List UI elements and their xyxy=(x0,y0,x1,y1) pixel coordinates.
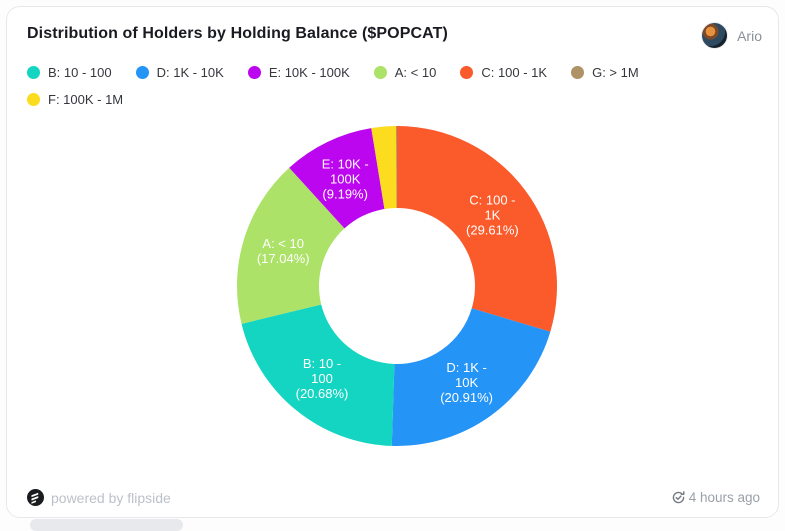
legend-item[interactable]: C: 100 - 1K xyxy=(460,65,547,80)
legend-label: A: < 10 xyxy=(394,65,437,80)
refresh-icon[interactable] xyxy=(671,490,686,505)
donut-slice[interactable] xyxy=(391,308,551,446)
donut-slice[interactable] xyxy=(371,126,397,210)
legend-item[interactable]: E: 10K - 100K xyxy=(247,65,350,80)
legend-swatch-icon xyxy=(460,66,474,79)
legend-item[interactable]: F: 100K - 1M xyxy=(27,92,123,107)
legend-swatch-icon xyxy=(135,66,149,79)
user-name[interactable]: Ario xyxy=(737,27,762,44)
legend-swatch-icon xyxy=(247,66,261,79)
legend-label: D: 1K - 10K xyxy=(156,65,224,80)
card-header: Distribution of Holders by Holding Balan… xyxy=(7,7,778,49)
legend-label: C: 100 - 1K xyxy=(481,65,548,80)
powered-by-label: powered by flipside xyxy=(51,489,171,506)
legend-swatch-icon xyxy=(373,66,387,79)
flipside-logo-icon xyxy=(27,489,44,506)
card-footer: powered by flipside 4 hours ago xyxy=(7,489,778,517)
last-updated-label: 4 hours ago xyxy=(688,490,760,505)
legend-item[interactable]: D: 1K - 10K xyxy=(135,65,224,80)
chart-legend: B: 10 - 100 D: 1K - 10K E: 10K - 100K A: < … xyxy=(7,49,767,107)
legend-swatch-icon xyxy=(27,66,40,79)
donut-slice[interactable] xyxy=(397,126,557,332)
chart-card: Distribution of Holders by Holding Balan… xyxy=(6,6,779,518)
horizontal-scrollbar-thumb[interactable] xyxy=(30,519,183,531)
legend-label: G: > 1M xyxy=(592,65,639,80)
donut-slice[interactable] xyxy=(395,125,397,208)
legend-swatch-icon xyxy=(27,93,40,106)
legend-label: F: 100K - 1M xyxy=(48,92,124,107)
user-badge: Ario xyxy=(701,22,762,49)
last-updated: 4 hours ago xyxy=(671,490,760,505)
legend-item[interactable]: B: 10 - 100 xyxy=(27,65,112,80)
legend-swatch-icon xyxy=(571,66,585,79)
donut-chart: C: 100 -1K (29.61%)D: 1K -10K (20.91%)B: 1… xyxy=(237,125,557,446)
legend-label: E: 10K - 100K xyxy=(268,65,350,80)
powered-by-link[interactable]: powered by flipside xyxy=(27,489,171,506)
avatar[interactable] xyxy=(701,22,729,49)
page-title: Distribution of Holders by Holding Balan… xyxy=(27,25,448,42)
donut-slice[interactable] xyxy=(289,128,385,229)
legend-label: B: 10 - 100 xyxy=(48,65,112,80)
donut-slice[interactable] xyxy=(237,167,345,324)
donut-slice[interactable] xyxy=(241,304,395,446)
legend-item[interactable]: A: < 10 xyxy=(373,65,437,80)
legend-item[interactable]: G: > 1M xyxy=(571,65,639,80)
